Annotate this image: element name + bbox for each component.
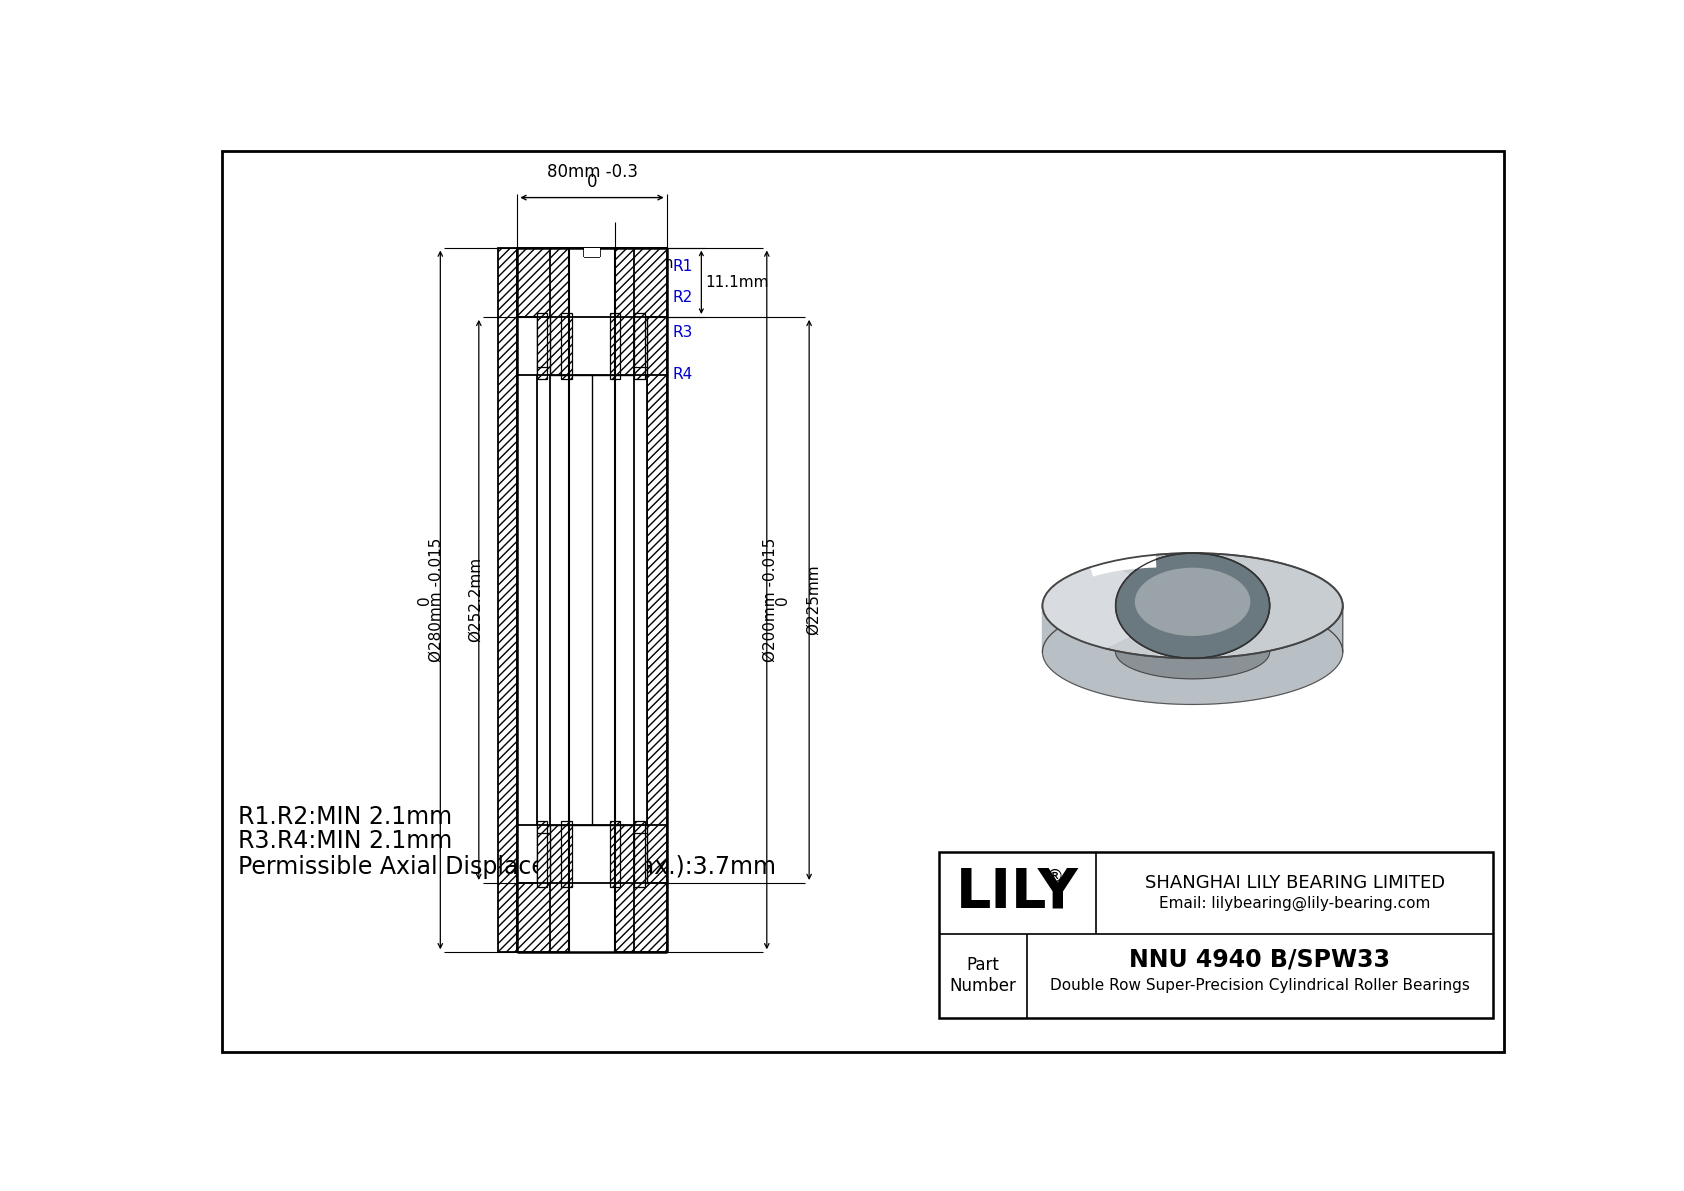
Text: 0: 0 [586, 174, 598, 192]
Text: R3.R4:MIN 2.1mm: R3.R4:MIN 2.1mm [237, 829, 451, 853]
Bar [635, 822, 645, 887]
Text: 11.1mm: 11.1mm [706, 275, 768, 289]
Bar [561, 313, 573, 379]
Text: Ø280mm -0.015: Ø280mm -0.015 [429, 537, 445, 662]
Bar [498, 248, 517, 952]
Text: R4: R4 [674, 367, 694, 382]
Text: 0: 0 [418, 596, 433, 605]
Text: ®: ® [1046, 868, 1063, 886]
Text: Email: lilybearing@lily-bearing.com: Email: lilybearing@lily-bearing.com [1159, 896, 1430, 911]
Text: Ø225mm: Ø225mm [805, 565, 820, 635]
Bar [635, 313, 645, 379]
Bar [537, 375, 647, 825]
Text: Ø200mm -0.015: Ø200mm -0.015 [763, 537, 778, 662]
Text: 80mm -0.3: 80mm -0.3 [547, 163, 638, 181]
Bar [561, 822, 573, 887]
Bar [647, 248, 667, 952]
Bar [517, 248, 667, 317]
Bar [537, 822, 547, 887]
Bar [537, 317, 549, 375]
Text: 0: 0 [775, 596, 790, 605]
Text: Ø252.2mm: Ø252.2mm [468, 557, 483, 642]
PathPatch shape [1042, 553, 1342, 659]
Text: 3mm: 3mm [635, 256, 674, 270]
Bar [569, 248, 615, 952]
Text: NNU 4940 B/SPW33: NNU 4940 B/SPW33 [1130, 948, 1391, 972]
Polygon shape [1042, 563, 1147, 648]
Text: R1: R1 [674, 260, 694, 274]
Bar [517, 883, 667, 952]
Polygon shape [1042, 606, 1342, 704]
Text: R2: R2 [674, 291, 694, 305]
Bar [610, 313, 620, 379]
Bar [584, 248, 600, 257]
Ellipse shape [1135, 568, 1250, 636]
Text: R1.R2:MIN 2.1mm: R1.R2:MIN 2.1mm [237, 805, 451, 829]
Text: SHANGHAI LILY BEARING LIMITED: SHANGHAI LILY BEARING LIMITED [1145, 874, 1445, 892]
Ellipse shape [1115, 553, 1270, 659]
Bar [635, 825, 647, 883]
Bar [549, 248, 569, 952]
Bar [537, 313, 547, 379]
Bar [938, 852, 1494, 1017]
Text: Permissible Axial Displacement(max.):3.7mm: Permissible Axial Displacement(max.):3.7… [237, 855, 776, 879]
Bar [610, 822, 620, 887]
Text: Double Row Super-Precision Cylindrical Roller Bearings: Double Row Super-Precision Cylindrical R… [1051, 978, 1470, 993]
Bar [635, 317, 647, 375]
Polygon shape [1115, 606, 1270, 679]
Text: LILY: LILY [957, 866, 1079, 919]
Bar [615, 248, 635, 952]
Text: Part
Number: Part Number [950, 956, 1015, 994]
Text: R3: R3 [674, 325, 694, 339]
Bar [537, 825, 549, 883]
